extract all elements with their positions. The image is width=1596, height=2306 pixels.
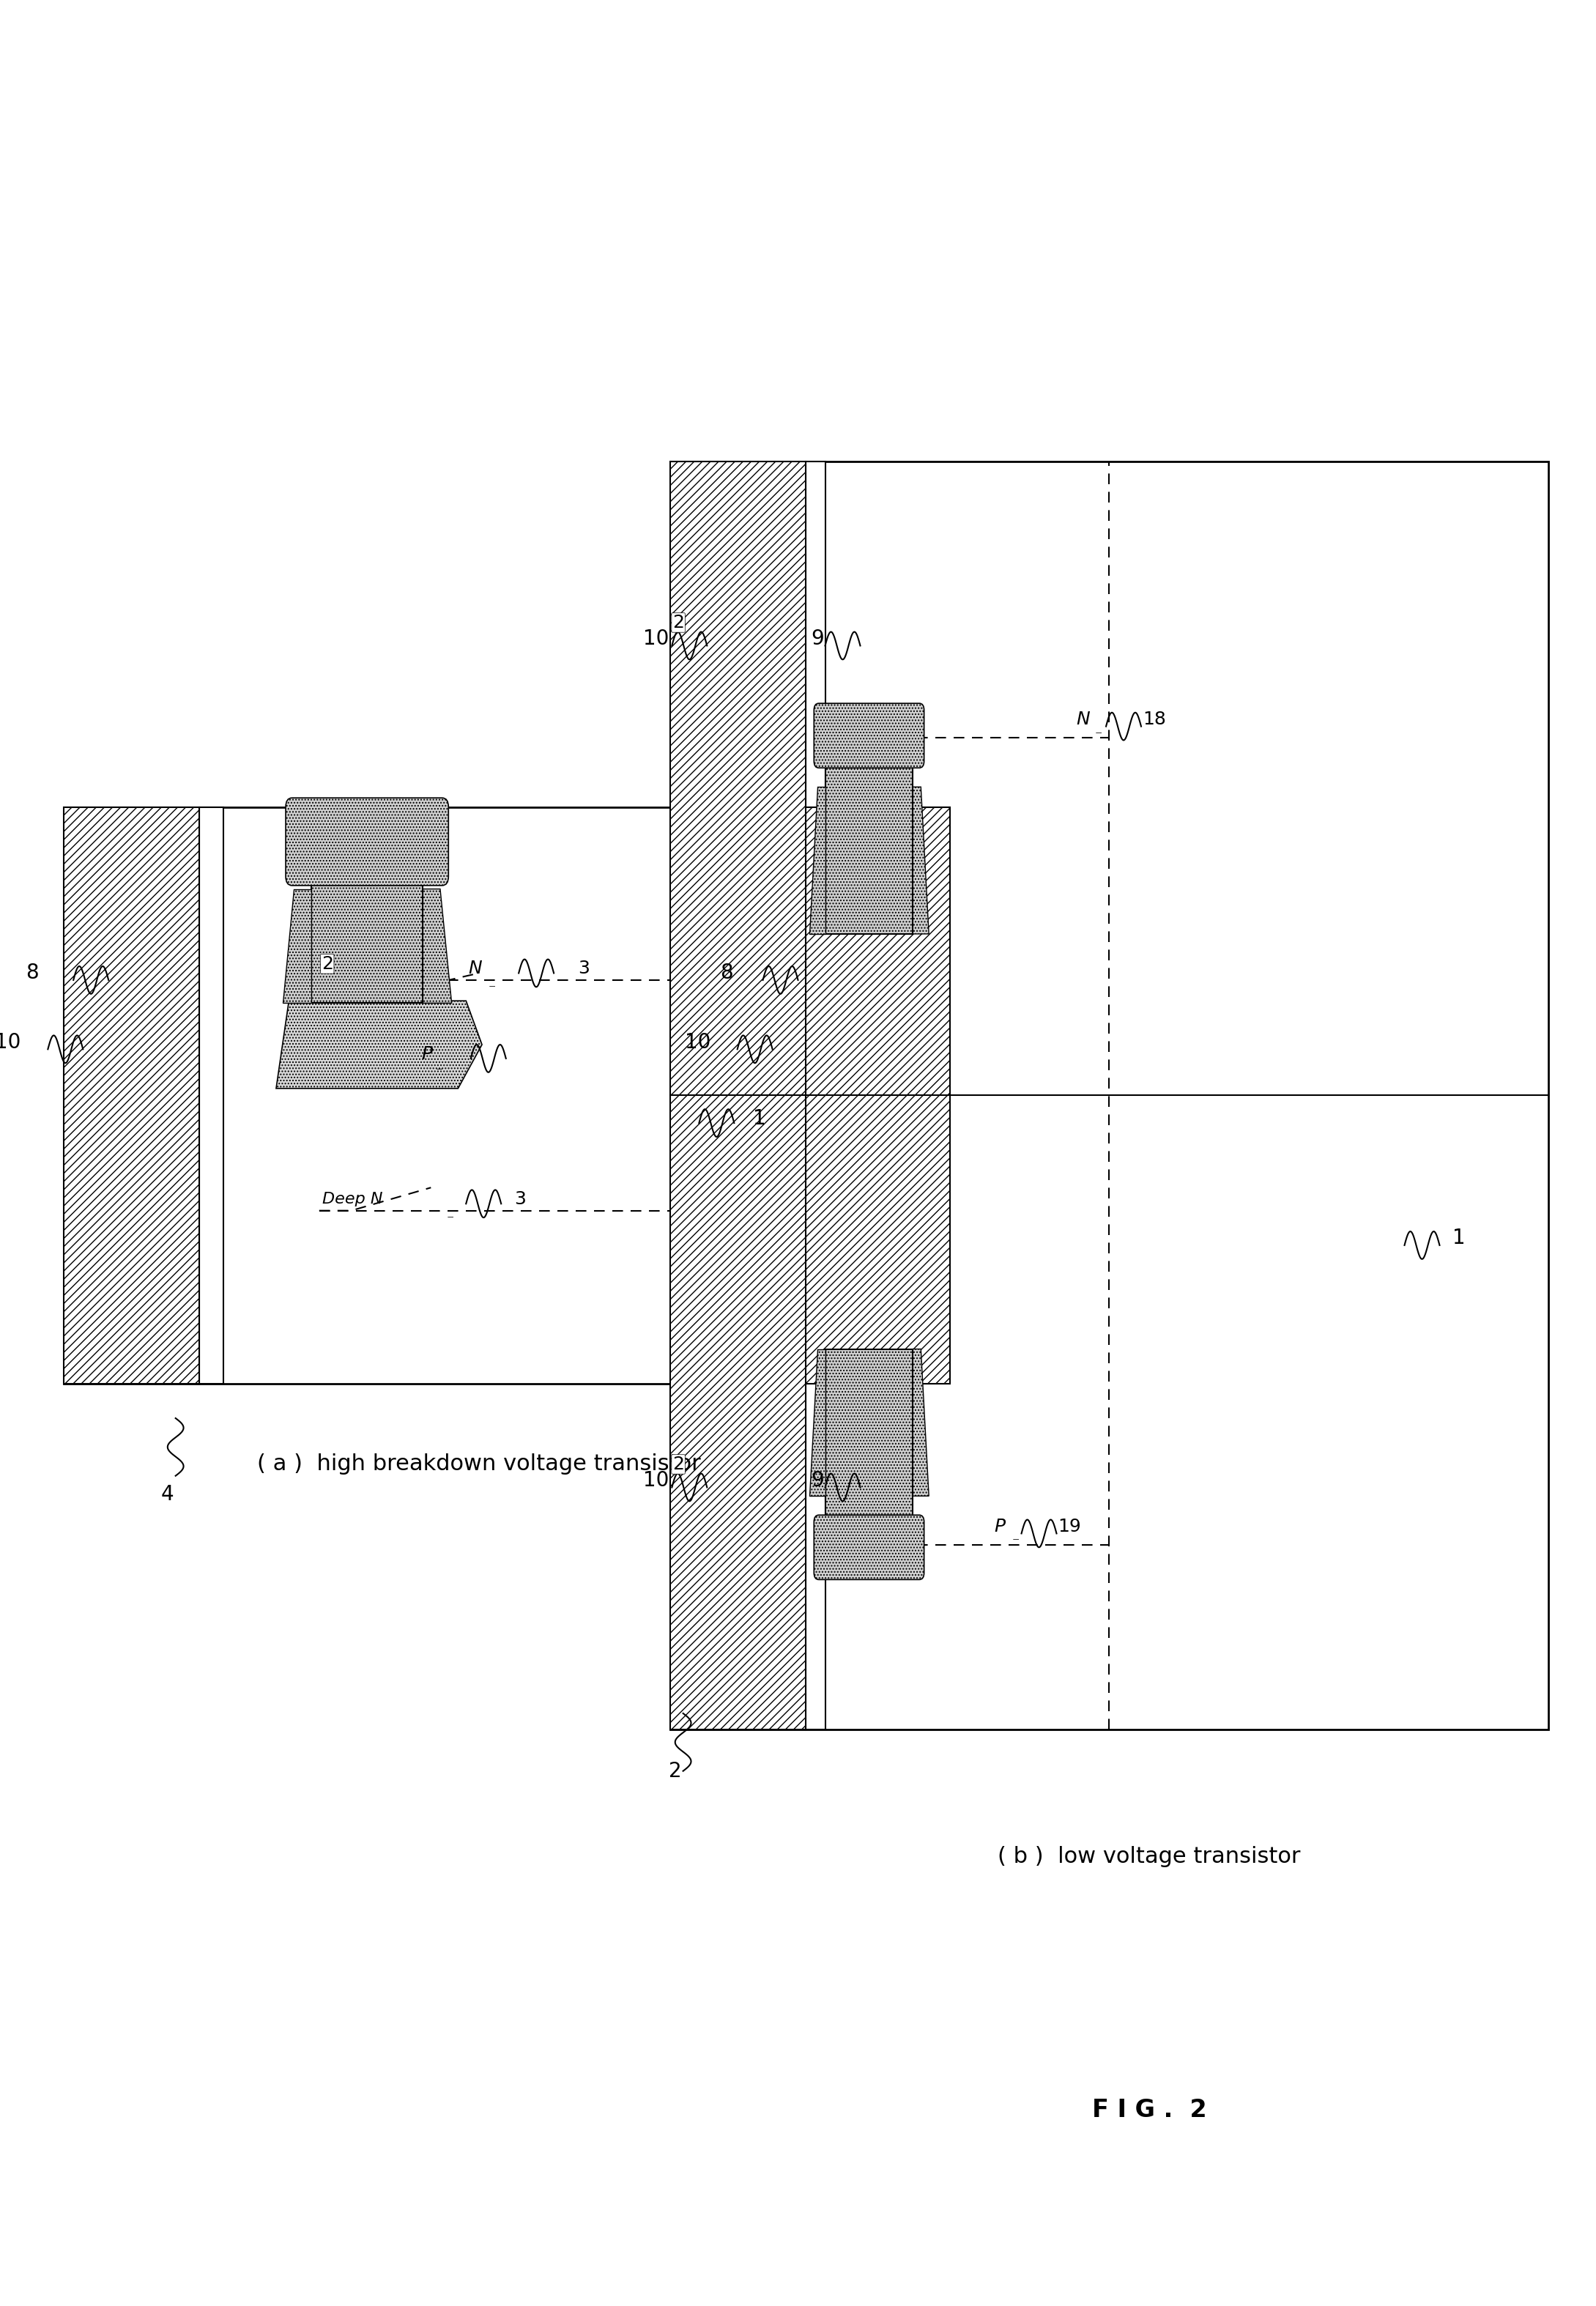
FancyBboxPatch shape: [814, 703, 924, 768]
Polygon shape: [282, 890, 311, 1003]
Bar: [200, 807, 223, 1384]
Polygon shape: [809, 1349, 825, 1497]
Text: 2: 2: [672, 613, 685, 632]
Text: N: N: [468, 959, 482, 978]
Text: ( b )  low voltage transistor: ( b ) low voltage transistor: [998, 1845, 1301, 1868]
Bar: [311, 876, 423, 1003]
Bar: [825, 761, 913, 934]
Text: 2: 2: [321, 955, 334, 973]
Polygon shape: [276, 1001, 482, 1088]
Text: ⁻: ⁻: [488, 982, 496, 996]
Text: 4: 4: [161, 1485, 174, 1504]
Text: 9: 9: [811, 1471, 824, 1490]
Polygon shape: [913, 786, 929, 934]
Text: ⁻: ⁻: [447, 1213, 455, 1227]
Text: 19: 19: [1058, 1517, 1082, 1536]
Text: 3: 3: [578, 959, 589, 978]
Polygon shape: [913, 1349, 929, 1497]
Text: 10: 10: [685, 1033, 710, 1052]
Text: 18: 18: [1143, 710, 1167, 729]
Text: P: P: [421, 1045, 433, 1063]
Text: F I G .  2: F I G . 2: [1092, 2098, 1207, 2122]
Text: ⁻: ⁻: [1012, 1536, 1020, 1550]
Bar: [64, 807, 942, 1384]
Polygon shape: [809, 786, 825, 934]
Text: N: N: [1076, 710, 1090, 729]
Text: ⁻: ⁻: [436, 1065, 444, 1079]
Text: 10: 10: [643, 1471, 669, 1490]
Text: 8: 8: [720, 964, 733, 982]
Text: 1: 1: [753, 1109, 766, 1128]
Text: 2: 2: [672, 1455, 685, 1474]
Text: ( a )  high breakdown voltage transistor: ( a ) high breakdown voltage transistor: [257, 1453, 701, 1476]
Text: 8: 8: [26, 964, 38, 982]
Bar: [766, 807, 950, 1384]
Text: 10: 10: [643, 630, 669, 648]
Text: Deep N: Deep N: [322, 1192, 383, 1206]
Bar: [806, 461, 825, 1730]
Text: 1: 1: [1452, 1229, 1465, 1248]
Bar: [825, 1349, 913, 1522]
Bar: [64, 807, 200, 1384]
Polygon shape: [423, 890, 452, 1003]
Bar: [670, 461, 806, 1730]
Text: 2: 2: [669, 1762, 681, 1780]
Text: 9: 9: [811, 630, 824, 648]
Text: 3: 3: [514, 1190, 525, 1208]
FancyBboxPatch shape: [286, 798, 448, 886]
Bar: [670, 461, 1548, 1730]
Text: P: P: [994, 1517, 1005, 1536]
Text: 10: 10: [0, 1033, 21, 1052]
FancyBboxPatch shape: [814, 1515, 924, 1580]
Text: ⁻: ⁻: [1095, 729, 1103, 743]
